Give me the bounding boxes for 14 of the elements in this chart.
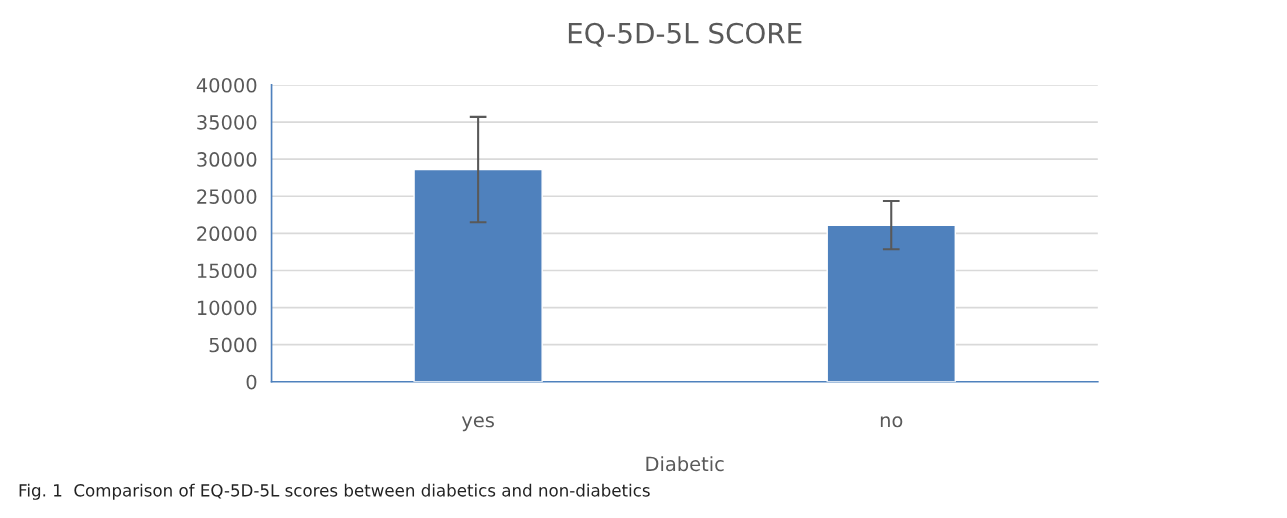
y-tick-label: 0 <box>246 374 257 390</box>
chart-title: EQ-5D-5L SCORE <box>568 22 802 47</box>
y-tick-label: 30000 <box>197 152 257 167</box>
x-tick-label: yes <box>461 416 494 432</box>
y-tick-label: 5000 <box>209 337 257 353</box>
y-tick-label: 35000 <box>197 115 257 130</box>
y-tick-label: 25000 <box>197 189 257 204</box>
caption: Fig. 1 Comparison of EQ-5D-5L scores between diabetics and non-diabetics <box>19 483 650 500</box>
y-tick-label: 10000 <box>197 300 257 316</box>
x-axis-title: Diabetic <box>646 456 724 472</box>
y-tick-label: 40000 <box>196 77 257 93</box>
x-tick-label: no <box>880 416 903 428</box>
y-tick-label: 15000 <box>197 263 257 279</box>
y-tick-label: 20000 <box>197 226 257 242</box>
